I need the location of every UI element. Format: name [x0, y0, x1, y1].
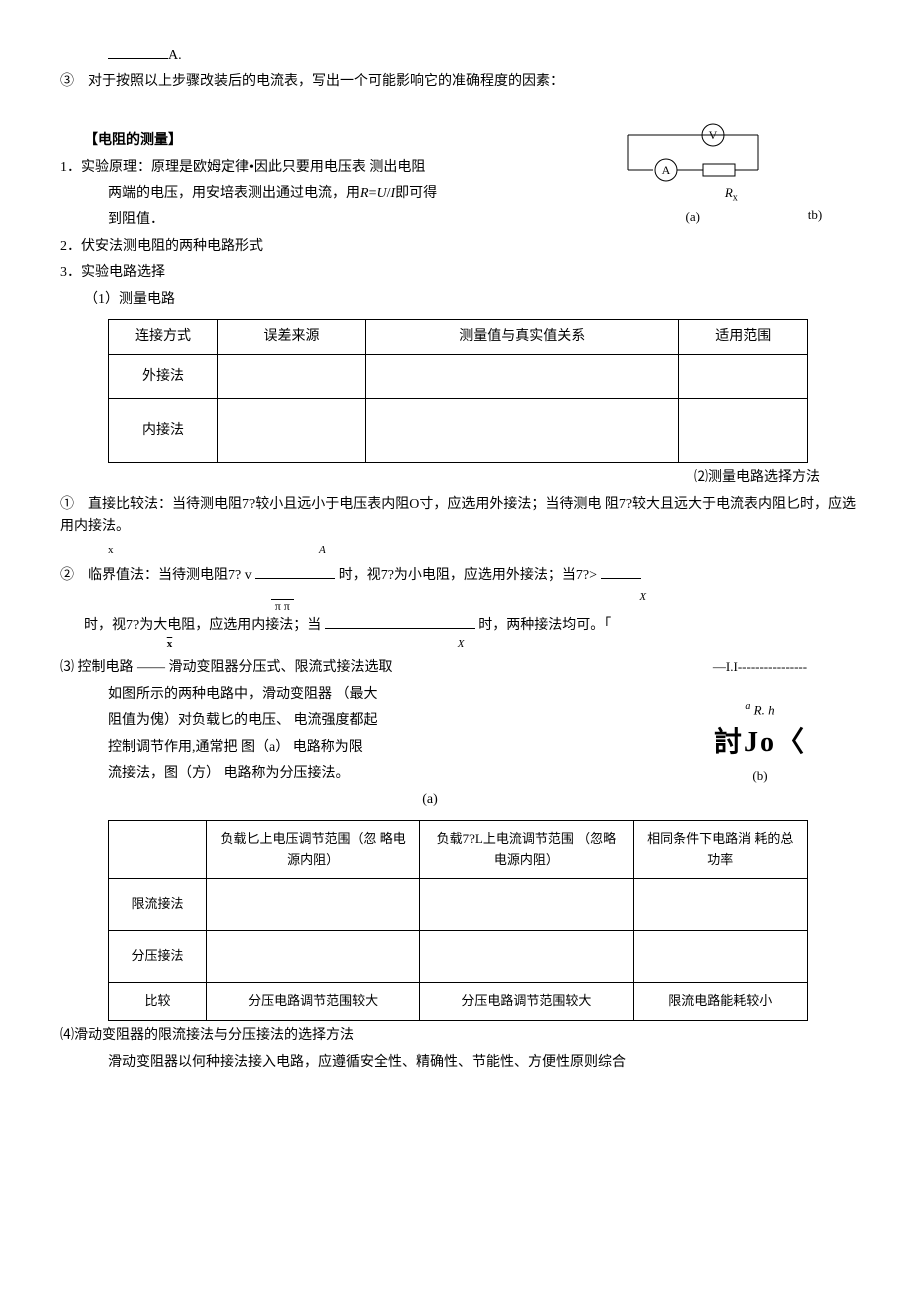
- td-empty: [365, 399, 679, 463]
- p2: 2．伏安法测电阻的两种电路形式: [60, 236, 860, 258]
- table-row: 限流接法: [109, 879, 808, 931]
- td-empty: [679, 355, 808, 399]
- rf-formula: a R. h: [660, 699, 860, 721]
- th-error: 误差来源: [218, 319, 366, 354]
- td-c1: 分压电路调节范围较大: [207, 983, 420, 1021]
- table-row: 分压接法: [109, 931, 808, 983]
- text-A: A.: [168, 48, 182, 63]
- table-2: 负载匕上电压调节范围（忽 略电源内阻） 负载7?L上电流调节范围 （忽略电源内阻…: [108, 820, 808, 1021]
- th-scope: 适用范围: [679, 319, 808, 354]
- blank-line: [325, 614, 475, 629]
- td-empty: [207, 879, 420, 931]
- circuit-svg: A V: [618, 120, 768, 190]
- td-dividing: 分压接法: [109, 931, 207, 983]
- td-empty: [633, 931, 807, 983]
- item-3: ③ 对于按照以上步骤改装后的电流表，写出一个可能影响它的准确程度的因素：: [60, 71, 860, 93]
- blank-line: [255, 564, 335, 579]
- td-limiting: 限流接法: [109, 879, 207, 931]
- td-empty: [420, 931, 633, 983]
- table-row: 负载匕上电压调节范围（忽 略电源内阻） 负载7?L上电流调节范围 （忽略电源内阻…: [109, 820, 808, 879]
- td-external: 外接法: [109, 355, 218, 399]
- td-compare: 比较: [109, 983, 207, 1021]
- table-row: 内接法: [109, 399, 808, 463]
- td-internal: 内接法: [109, 399, 218, 463]
- th-current: 负载7?L上电流调节范围 （忽略电源内阻）: [420, 820, 633, 879]
- td-empty: [365, 355, 679, 399]
- item-c1: ① 直接比较法：当待测电阻7?较小且远小于电压表内阻O寸，应选用外接法；当待测电…: [60, 494, 860, 539]
- table-row: 外接法: [109, 355, 808, 399]
- p3-2: ⑵测量电路选择方法: [60, 467, 860, 489]
- frac-annot: π π X: [60, 585, 860, 610]
- th-connect: 连接方式: [109, 319, 218, 354]
- p3-4-l1: 滑动变阻器以何种接法接入电路，应遵循安全性、精确性、节能性、方便性原则综合: [60, 1052, 860, 1074]
- circuit-a: A V Rx (a): [618, 120, 768, 227]
- table-row: 连接方式 误差来源 测量值与真实值关系 适用范围: [109, 319, 808, 354]
- blank-line: [108, 44, 168, 59]
- p3-1: （1）测量电路: [60, 289, 860, 311]
- blank-with-A: A.: [60, 44, 860, 67]
- voltmeter-label: V: [708, 128, 717, 142]
- label-b: (b): [660, 766, 860, 787]
- item-c2-line2: 时，视7?为大电阻，应选用内接法；当 时，两种接法均可。「: [60, 614, 860, 637]
- table-row: 比较 分压电路调节范围较大 分压电路调节范围较大 限流电路能耗较小: [109, 983, 808, 1021]
- circuit-b-label: tb): [808, 205, 822, 228]
- td-empty: [633, 879, 807, 931]
- table-1: 连接方式 误差来源 测量值与真实值关系 适用范围 外接法 内接法: [108, 319, 808, 463]
- td-empty: [207, 931, 420, 983]
- circuit-diagram: A V Rx (a) tb): [580, 120, 860, 227]
- p3: 3．实验电路选择: [60, 262, 860, 284]
- rf-big: 討Jo〈: [660, 721, 860, 766]
- td-empty: [420, 879, 633, 931]
- th-relation: 测量值与真实值关系: [365, 319, 679, 354]
- th-voltage: 负载匕上电压调节范围（忽 略电源内阻）: [207, 820, 420, 879]
- td-empty: [218, 355, 366, 399]
- td-c3: 限流电路能耗较小: [633, 983, 807, 1021]
- td-empty: [218, 399, 366, 463]
- x-annot: x A: [60, 542, 860, 560]
- fraction-1: π π: [271, 587, 294, 612]
- right-diagram: —I.I a R. h 討Jo〈 (b): [660, 657, 860, 786]
- x-annot-2: x X: [60, 636, 860, 654]
- label-a: (a): [618, 207, 768, 228]
- label-a-center: (a): [200, 789, 660, 811]
- th-blank: [109, 820, 207, 879]
- item-c2: ② 临界值法：当待测电阻7? v 时，视7?为小电阻，应选用外接法；当7?>: [60, 564, 860, 587]
- ammeter-label: A: [661, 163, 670, 177]
- td-c2: 分压电路调节范围较大: [420, 983, 633, 1021]
- p3-4: ⑷滑动变阻器的限流接法与分压接法的选择方法: [60, 1025, 860, 1047]
- rf-top: —I.I: [660, 657, 860, 678]
- td-empty: [679, 399, 808, 463]
- th-power: 相同条件下电路消 耗的总功率: [633, 820, 807, 879]
- blank-line: [601, 564, 641, 579]
